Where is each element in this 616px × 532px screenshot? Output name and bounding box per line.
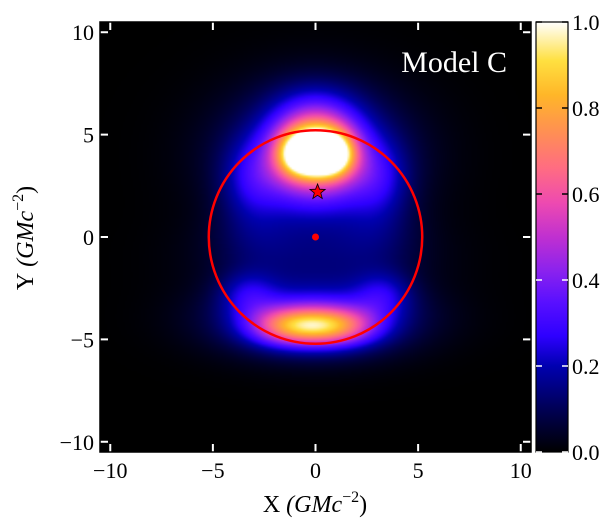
plot-ticks bbox=[100, 22, 531, 452]
star-marker bbox=[308, 182, 327, 200]
colorbar-tick-label: 0.0 bbox=[572, 440, 600, 465]
y-tick-label: −10 bbox=[60, 430, 94, 455]
y-tick-label: 5 bbox=[83, 123, 94, 148]
y-tick-labels: −10 −5 0 5 10 bbox=[60, 20, 94, 455]
x-tick-label: 10 bbox=[510, 458, 532, 483]
y-tick-label: 0 bbox=[83, 225, 94, 250]
colorbar-tick-label: 1.0 bbox=[572, 10, 600, 35]
colorbar-ticks: 0.0 0.2 0.4 0.6 0.8 1.0 bbox=[536, 10, 600, 465]
x-tick-label: 0 bbox=[310, 458, 321, 483]
y-axis-title: Y(GMc−2) bbox=[10, 186, 39, 290]
y-tick-label: −5 bbox=[71, 327, 94, 352]
center-dot bbox=[312, 233, 319, 241]
x-tick-label: −10 bbox=[93, 458, 127, 483]
colorbar-tick-label: 0.6 bbox=[572, 182, 600, 207]
colorbar-gradient bbox=[535, 21, 569, 453]
colorbar-tick-label: 0.4 bbox=[572, 268, 600, 293]
plot-area: Model C bbox=[99, 21, 532, 453]
red-circle bbox=[207, 129, 424, 345]
colorbar: 0.0 0.2 0.4 0.6 0.8 1.0 bbox=[535, 10, 600, 465]
x-tick-labels: −10 −5 0 5 10 bbox=[93, 458, 532, 483]
x-tick-label: −5 bbox=[201, 458, 224, 483]
plot-frame bbox=[99, 21, 532, 453]
x-axis-title: X (GMc−2) bbox=[263, 489, 367, 518]
x-tick-label: 5 bbox=[413, 458, 424, 483]
colorbar-tick-label: 0.2 bbox=[572, 354, 600, 379]
colorbar-tick-label: 0.8 bbox=[572, 96, 600, 121]
model-label: Model C bbox=[401, 46, 507, 79]
y-tick-label: 10 bbox=[72, 20, 94, 45]
